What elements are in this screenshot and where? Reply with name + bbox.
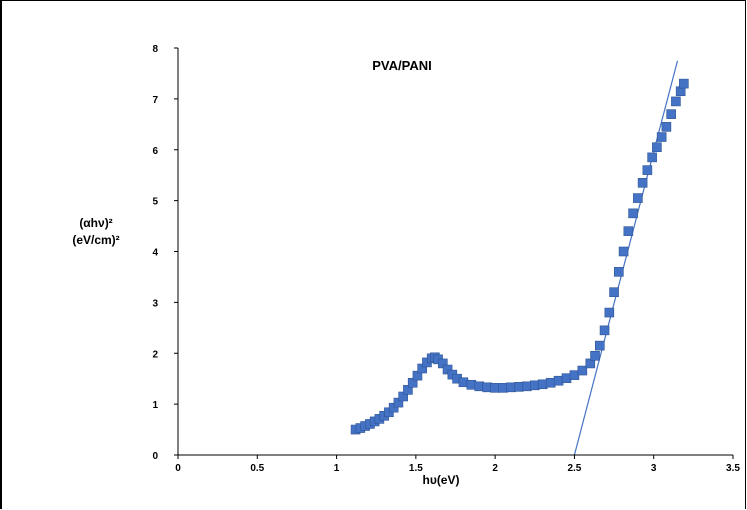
y-tick-label: 3 xyxy=(152,298,158,309)
y-tick-label: 4 xyxy=(152,248,158,259)
x-tick-label: 0 xyxy=(175,463,181,474)
x-tick-label: 0.5 xyxy=(250,463,264,474)
y-axis-title-line1: (αhν)² xyxy=(79,216,112,230)
data-point xyxy=(656,132,667,142)
data-point xyxy=(623,226,634,236)
x-tick-label: 1 xyxy=(334,463,340,474)
y-tick-label: 2 xyxy=(152,349,158,360)
y-tick-label: 6 xyxy=(152,146,158,157)
data-point xyxy=(577,365,588,376)
x-tick-label: 1.5 xyxy=(409,463,423,474)
data-point xyxy=(604,307,615,318)
data-point xyxy=(594,340,605,351)
axis-ticks: 0 0.5 1 1.5 2 2.5 3 3.5 0 1 2 3 4 5 6 7 8 xyxy=(152,44,740,474)
data-point xyxy=(666,109,676,119)
data-point xyxy=(637,178,648,188)
x-tick-label: 3 xyxy=(651,463,657,474)
data-point xyxy=(609,287,619,298)
y-tick-label: 0 xyxy=(152,451,158,462)
y-tick-label: 5 xyxy=(152,197,158,208)
data-point xyxy=(679,78,689,89)
data-point xyxy=(671,96,681,107)
y-tick-label: 1 xyxy=(152,400,158,411)
data-point xyxy=(642,165,653,175)
chart-title: PVA/PANI xyxy=(372,58,431,73)
data-point xyxy=(614,267,624,277)
y-tick-label: 8 xyxy=(152,44,158,55)
data-point xyxy=(661,122,672,132)
data-marks xyxy=(350,60,689,456)
data-point xyxy=(633,193,643,203)
data-point xyxy=(599,325,610,336)
data-point xyxy=(647,152,657,163)
data-point xyxy=(628,208,638,219)
y-tick-label: 7 xyxy=(152,95,158,106)
x-tick-label: 2 xyxy=(492,463,498,474)
x-axis-title: hυ(eV) xyxy=(423,473,460,487)
fit-line xyxy=(573,60,679,456)
y-axis-title-line2: (eV/cm)² xyxy=(72,233,119,247)
data-point xyxy=(590,350,600,361)
x-tick-label: 2.5 xyxy=(567,463,581,474)
data-point xyxy=(652,142,662,153)
data-point xyxy=(618,246,629,257)
x-tick-label: 3.5 xyxy=(726,463,740,474)
